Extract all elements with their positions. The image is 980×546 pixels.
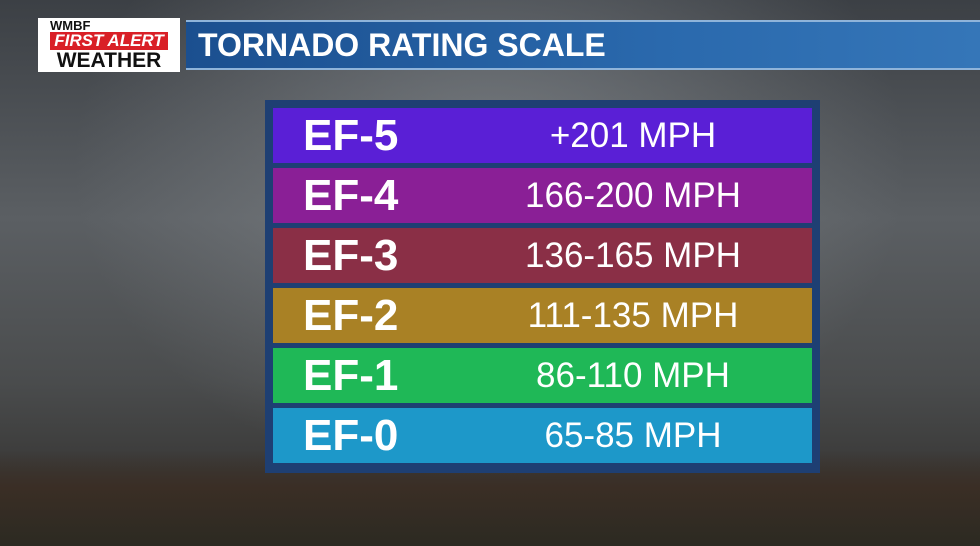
wind-speed: +201 MPH	[549, 116, 717, 155]
table-row: EF-0 65-85 MPH	[273, 408, 812, 463]
title: TORNADO RATING SCALE	[198, 27, 606, 63]
rating-label: EF-5	[303, 111, 399, 160]
rating-label: EF-1	[303, 351, 399, 400]
table-row: EF-5 +201 MPH	[273, 108, 812, 163]
rating-table: EF-5 +201 MPH EF-4 166-200 MPH EF-3 136-165 M…	[265, 100, 820, 473]
rating-label: EF-4	[303, 171, 399, 220]
logo-line: WMBF	[50, 18, 91, 33]
wind-speed: 111-135 MPH	[527, 296, 739, 335]
logo: WMBF FIRST ALERT WEATHER	[38, 18, 180, 72]
title-bar: TORNADO RATING SCALE	[186, 20, 980, 70]
wind-speed: 65-85 MPH	[544, 416, 722, 455]
logo-line: WEATHER	[56, 49, 162, 72]
wind-speed: 166-200 MPH	[525, 176, 741, 215]
wind-speed: 86-110 MPH	[536, 356, 730, 395]
table-row: EF-4 166-200 MPH	[273, 168, 812, 223]
logo-line: FIRST ALERT	[50, 32, 168, 50]
wind-speed: 136-165 MPH	[525, 236, 741, 275]
table-row: EF-2 111-135 MPH	[273, 288, 812, 343]
rating-label: EF-2	[303, 291, 399, 340]
rating-label: EF-3	[303, 231, 399, 280]
table-row: EF-3 136-165 MPH	[273, 228, 812, 283]
rating-label: EF-0	[303, 411, 399, 460]
table-row: EF-1 86-110 MPH	[273, 348, 812, 403]
